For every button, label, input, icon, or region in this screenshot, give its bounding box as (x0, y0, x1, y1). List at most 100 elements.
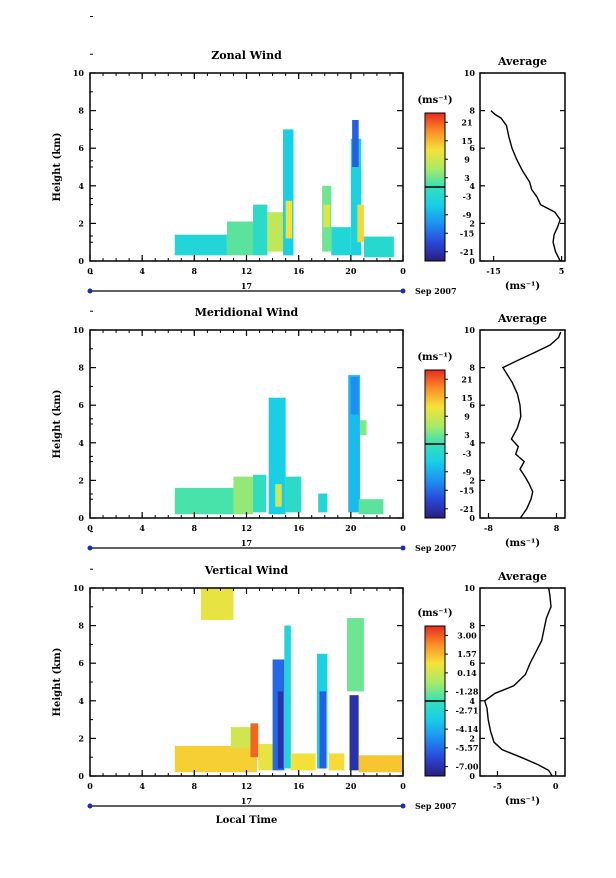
colorbar-tick-label: 15 (461, 393, 472, 403)
heatmap-cell (174, 487, 234, 515)
day-label: 17 (241, 538, 252, 548)
average-x-axis-label: (ms⁻¹) (505, 796, 540, 807)
colorbar-tick-label: -7.00 (456, 762, 479, 772)
average-profile-line (483, 587, 553, 777)
average-x-tick-label: -5 (493, 781, 502, 791)
average-y-tick-label: 10 (464, 583, 476, 593)
colorbar-tick-label: -21 (460, 504, 474, 514)
date-bar-end-marker (400, 803, 406, 809)
date-bar-start-marker (87, 288, 93, 294)
average-frame (479, 72, 566, 262)
y-tick-label: 10 (73, 325, 85, 335)
heatmap-cell (285, 200, 293, 239)
y-tick-label: 6 (78, 400, 84, 410)
x-tick-label: 0 (87, 266, 93, 276)
y-tick-label: 2 (78, 733, 84, 743)
day-label: 17 (241, 796, 252, 806)
heatmap-cell (363, 236, 394, 258)
y-tick-label: 6 (78, 658, 84, 668)
colorbar-unit-label: (ms⁻¹) (417, 95, 452, 106)
heatmap-cell (348, 375, 360, 513)
heatmap-cell (290, 753, 316, 771)
y-tick-label: 2 (78, 475, 84, 485)
average-y-tick-label: 10 (464, 68, 476, 78)
heatmap-cell (319, 691, 327, 769)
average-title: Average (497, 570, 547, 583)
average-y-tick-label: 0 (469, 513, 475, 523)
x-tick-label: 0 (400, 523, 406, 533)
heatmap-cell (253, 204, 268, 256)
x-tick-label: 20 (345, 523, 357, 533)
colorbar-tick-label: 1.57 (457, 649, 476, 659)
average-y-tick-label: 6 (469, 143, 475, 153)
panel-title: Zonal Wind (211, 49, 282, 62)
colorbar-unit-label: (ms⁻¹) (417, 352, 452, 363)
x-tick-label: 12 (241, 266, 252, 276)
heatmap-cell (350, 138, 362, 256)
average-y-tick-label: 4 (469, 438, 475, 448)
colorbar-tick-label: -2.71 (456, 705, 479, 715)
x-tick-label: 16 (293, 781, 305, 791)
colorbar-tick-label: -9 (463, 210, 472, 220)
y-axis-label: Height (km) (52, 133, 63, 202)
heatmap-cell (331, 227, 351, 256)
x-tick-label: 8 (192, 781, 198, 791)
x-tick-label: 16 (293, 266, 305, 276)
average-frame (479, 329, 566, 519)
x-tick-label: 16 (293, 523, 305, 533)
y-axis-label: Height (km) (52, 648, 63, 717)
colorbar-tick-label: 3 (464, 430, 470, 440)
colorbar-tick-label: -3 (463, 191, 472, 201)
average-y-tick-label: 8 (469, 363, 475, 373)
y-tick-label: 10 (73, 68, 85, 78)
colorbar-tick-label: -15 (460, 228, 474, 238)
average-y-tick-label: 4 (469, 181, 475, 191)
x-tick-label: 12 (241, 523, 252, 533)
x-tick-label: 4 (139, 523, 145, 533)
colorbar-tick-label: 9 (464, 154, 470, 164)
day-label: 17 (241, 281, 252, 291)
heatmap-cell (253, 474, 267, 513)
y-tick-label: 8 (78, 106, 84, 116)
average-x-axis-label: (ms⁻¹) (505, 281, 540, 292)
x-tick-label: 4 (139, 781, 145, 791)
average-y-tick-label: 4 (469, 696, 475, 706)
colorbar-tick-label: 3.00 (457, 630, 477, 640)
colorbar-tick-label: 9 (464, 411, 470, 421)
heatmap-cell (230, 727, 254, 748)
average-frame (479, 587, 566, 777)
y-tick-label: 0 (78, 256, 84, 266)
average-y-tick-label: 0 (469, 771, 475, 781)
panel-title: Meridional Wind (195, 306, 299, 319)
date-label: Sep 2007 (415, 801, 457, 811)
x-tick-label: 8 (192, 266, 198, 276)
colorbar-tick-label: 21 (461, 374, 472, 384)
average-y-tick-label: 6 (469, 400, 475, 410)
heatmap-cell (275, 484, 282, 507)
average-title: Average (497, 55, 547, 68)
heatmap-cell (250, 723, 259, 758)
x-tick-label: 20 (345, 266, 357, 276)
heatmap-cell (233, 476, 254, 515)
heatmap-cell (358, 755, 403, 773)
x-tick-label: 0 (87, 523, 93, 533)
heatmap-cell (200, 588, 234, 620)
y-tick-label: 6 (78, 143, 84, 153)
colorbar-tick-label: -4.14 (456, 724, 479, 734)
average-y-tick-label: 2 (469, 733, 475, 743)
heatmap-cell (267, 212, 284, 252)
average-y-tick-label: 8 (469, 621, 475, 631)
average-profile-line (490, 110, 561, 262)
average-y-tick-label: 6 (469, 658, 475, 668)
y-tick-label: 0 (78, 771, 84, 781)
x-tick-label: 8 (192, 523, 198, 533)
colorbar-unit-label: (ms⁻¹) (417, 608, 452, 619)
average-y-tick-label: 2 (469, 218, 475, 228)
heatmap-cell (358, 499, 384, 515)
colorbar-tick-label: -15 (460, 485, 474, 495)
heatmap-cell (328, 753, 345, 771)
y-tick-label: 2 (78, 218, 84, 228)
heatmap-cell (323, 204, 330, 228)
heatmap-cell (352, 120, 359, 167)
average-y-tick-label: 0 (469, 256, 475, 266)
